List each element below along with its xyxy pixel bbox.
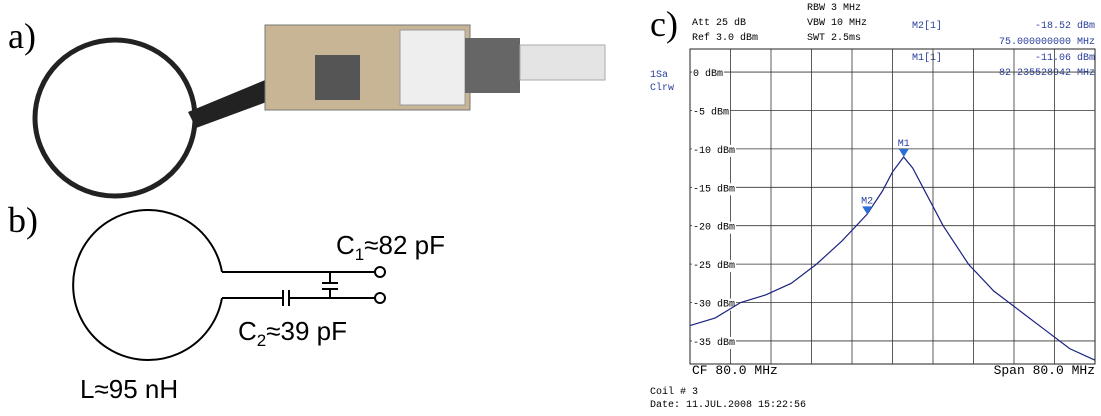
inductance-label: L≈95 nH: [80, 374, 178, 404]
subscript: 1: [355, 245, 364, 264]
spectrum-plot: 0 dBm -5 dBm -10 dBm -15 dBm -20 dBm -25 dBm -…: [689, 48, 1096, 365]
tick-label-bg: [692, 260, 737, 273]
trace: [689, 156, 1096, 361]
y-tick-label: 0 dBm: [693, 68, 723, 80]
trace-type: Clrw: [650, 82, 674, 94]
y-tick-label: -5 dBm: [693, 106, 729, 118]
span: Span 80.0 MHz: [994, 363, 1095, 378]
ref: Ref 3.0 dBm: [692, 32, 758, 44]
subscript: 2: [257, 331, 266, 350]
tick-label-bg: [692, 144, 737, 157]
marker: [898, 149, 909, 158]
trace-mode: 1Sa: [650, 70, 668, 81]
c2-label: C2≈39 pF: [238, 316, 347, 350]
cf: CF 80.0 MHz: [692, 363, 778, 378]
m1-freq: 82.235528942 MHz: [999, 68, 1095, 79]
panel-label: b): [8, 200, 38, 240]
marker: [862, 206, 873, 215]
tick-label-bg: [692, 298, 737, 311]
date: Date: 11.JUL.2008 15:22:56: [650, 400, 806, 411]
tick-label-bg: [692, 221, 737, 234]
value: ≈82 pF: [364, 230, 445, 260]
y-tick-label: -20 dBm: [693, 222, 735, 234]
tick-label-bg: [692, 183, 737, 196]
y-tick-label: -15 dBm: [693, 183, 735, 195]
analyzer-header: Att 25 dB Ref 3.0 dBm RBW 3 MHz VBW 10 M…: [650, 3, 1095, 411]
y-tick-label: -25 dBm: [693, 260, 735, 272]
m2-freq: 75.000000000 MHz: [999, 37, 1095, 48]
panel-label: a): [8, 16, 36, 56]
tick-label-bg: [692, 336, 737, 349]
m1-name: M1[1]: [912, 52, 942, 64]
c1-label: C1≈82 pF: [336, 230, 445, 264]
marker-label: M2: [861, 196, 873, 207]
circuit: [72, 209, 386, 361]
tick-label-bg: [692, 68, 725, 81]
coil: Coil # 3: [650, 386, 698, 398]
symbol: C: [238, 316, 257, 346]
marker-label: M1: [898, 139, 910, 150]
panel-label: c): [650, 4, 678, 44]
m2-name: M2[1]: [912, 20, 942, 32]
rbw: RBW 3 MHz: [807, 3, 861, 14]
y-tick-label: -30 dBm: [693, 299, 735, 311]
vbw: VBW 10 MHz: [807, 18, 867, 29]
photo: [32, 24, 606, 199]
swt: SWT 2.5ms: [807, 33, 861, 44]
y-tick-label: -10 dBm: [693, 145, 735, 157]
m1-level: -11.06 dBm: [1035, 52, 1095, 64]
symbol: C: [336, 230, 355, 260]
att: Att 25 dB: [692, 17, 746, 29]
value: ≈39 pF: [266, 316, 347, 346]
tick-label-bg: [692, 106, 731, 119]
m2-level: -18.52 dBm: [1035, 20, 1095, 32]
y-tick-label: -35 dBm: [693, 337, 735, 349]
